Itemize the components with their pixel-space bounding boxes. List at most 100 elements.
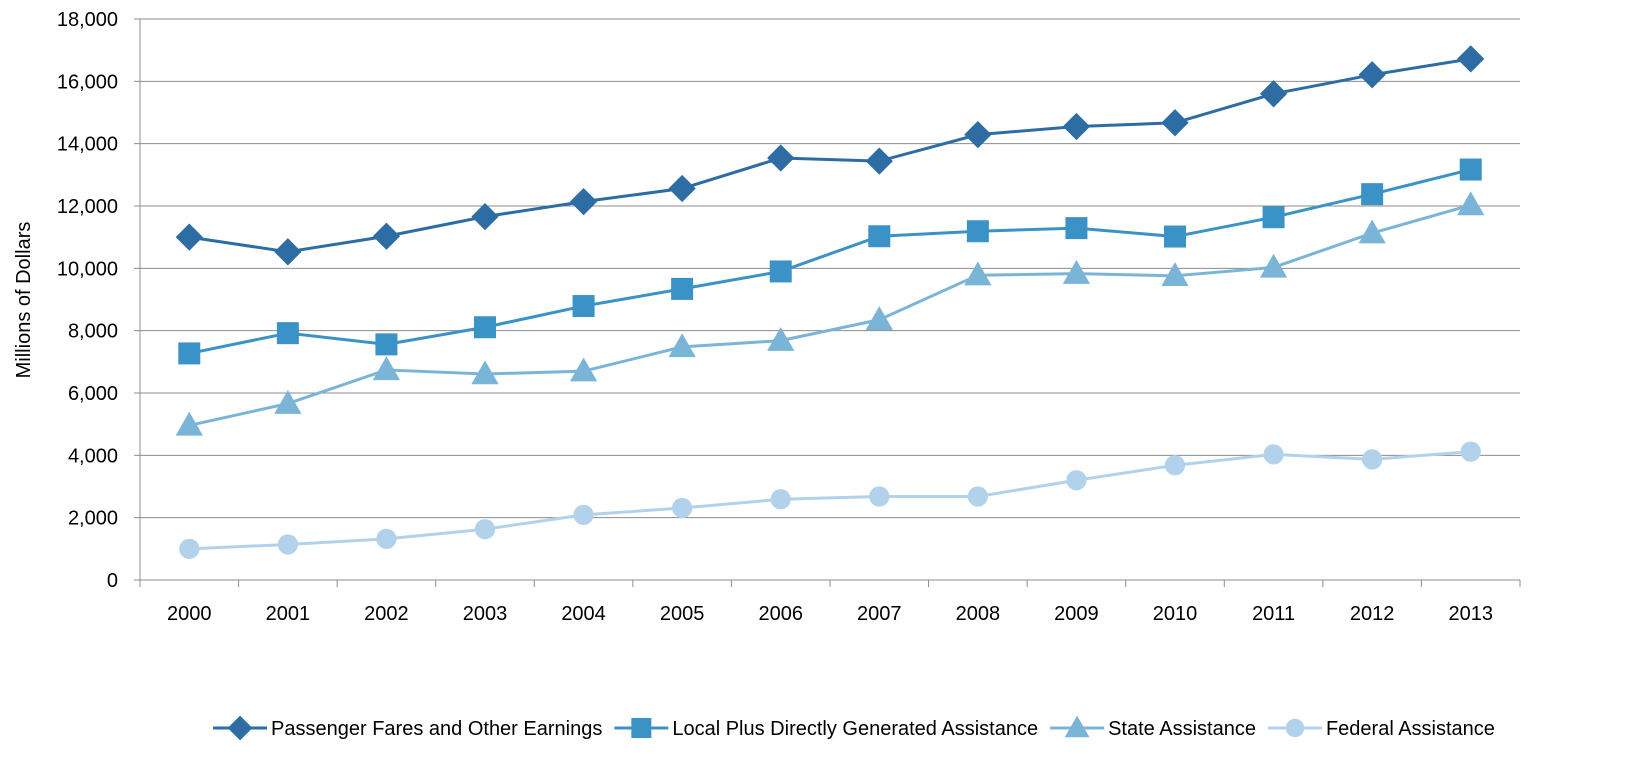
data-point xyxy=(569,357,598,382)
data-point xyxy=(1262,206,1285,229)
data-point xyxy=(767,327,795,351)
data-point xyxy=(672,497,693,519)
x-tick-label: 2007 xyxy=(857,603,902,625)
x-tick-label: 2002 xyxy=(364,603,409,625)
data-point xyxy=(471,202,499,231)
legend-label: Passenger Fares and Other Earnings xyxy=(271,718,602,740)
y-tick-label: 6,000 xyxy=(68,383,118,405)
data-point xyxy=(668,174,696,203)
data-point xyxy=(175,411,203,436)
data-point xyxy=(1259,253,1288,278)
data-point xyxy=(572,295,595,318)
x-tick-label: 2008 xyxy=(956,603,1001,625)
x-tick-label: 2000 xyxy=(167,603,212,625)
legend-label: Federal Assistance xyxy=(1326,718,1495,740)
legend-marker xyxy=(631,718,652,738)
series-4 xyxy=(179,441,1481,559)
y-tick-label: 2,000 xyxy=(68,508,118,530)
data-point xyxy=(474,316,496,339)
series-line xyxy=(188,168,1472,355)
data-point xyxy=(1062,112,1091,141)
series-group xyxy=(175,45,1485,559)
y-axis-title: Millions of Dollars xyxy=(13,222,35,379)
legend-item: Passenger Fares and Other Earnings xyxy=(213,715,602,741)
legend: Passenger Fares and Other Earnings Local … xyxy=(213,715,1495,741)
data-point xyxy=(376,528,397,549)
y-tick-label: 18,000 xyxy=(57,9,118,31)
legend-label: State Assistance xyxy=(1108,718,1256,740)
data-point xyxy=(671,277,694,300)
data-point xyxy=(375,333,398,356)
data-point xyxy=(865,147,893,175)
x-tick-label: 2013 xyxy=(1448,603,1493,625)
x-tick-label: 2006 xyxy=(758,603,803,625)
series-3 xyxy=(175,191,1485,436)
data-point xyxy=(1263,444,1284,465)
data-point xyxy=(372,356,401,381)
data-point xyxy=(1259,80,1288,108)
data-point xyxy=(175,223,203,251)
legend-label: Local Plus Directly Generated Assistance xyxy=(672,718,1038,740)
data-point xyxy=(1457,45,1485,73)
legend-item: Local Plus Directly Generated Assistance xyxy=(614,718,1038,740)
x-tick-label: 2009 xyxy=(1054,603,1099,625)
x-tick-label: 2011 xyxy=(1252,603,1295,625)
data-point xyxy=(274,389,302,414)
legend-item: Federal Assistance xyxy=(1267,718,1495,740)
y-tick-label: 8,000 xyxy=(68,321,118,343)
data-point xyxy=(1362,449,1383,470)
data-point xyxy=(770,489,791,510)
legend-item: State Assistance xyxy=(1050,715,1256,740)
data-point xyxy=(1459,158,1482,181)
data-point xyxy=(1066,470,1087,491)
data-point xyxy=(569,187,598,216)
data-point xyxy=(1164,455,1186,476)
x-tick-label: 2010 xyxy=(1153,603,1198,625)
x-tick-label: 2012 xyxy=(1350,603,1395,625)
data-point xyxy=(1361,183,1384,206)
x-tick-label: 2001 xyxy=(266,603,311,625)
data-point xyxy=(967,486,988,507)
data-point xyxy=(274,238,302,266)
x-tick-label: 2004 xyxy=(561,603,606,625)
gridlines xyxy=(140,18,1520,519)
y-tick-label: 14,000 xyxy=(57,134,118,156)
data-point xyxy=(1161,262,1189,287)
series-1 xyxy=(175,45,1485,266)
y-tick-label: 10,000 xyxy=(57,258,118,280)
data-point xyxy=(178,342,201,365)
legend-marker xyxy=(1285,718,1305,738)
data-point xyxy=(474,519,496,540)
data-point xyxy=(1358,61,1386,89)
data-point xyxy=(869,486,890,507)
data-point xyxy=(964,120,992,149)
data-point xyxy=(769,260,792,283)
data-point xyxy=(1161,109,1189,137)
x-tick-label: 2003 xyxy=(463,603,508,625)
data-point xyxy=(276,322,299,345)
data-point xyxy=(1457,191,1485,216)
series-2 xyxy=(178,158,1482,365)
data-point xyxy=(179,538,200,559)
data-point xyxy=(1358,219,1386,244)
data-point xyxy=(1065,217,1088,240)
legend-marker xyxy=(227,715,253,741)
data-point xyxy=(767,144,795,172)
y-tick-label: 0 xyxy=(107,570,118,592)
axes: 0 2,000 4,000 6,000 8,000 10,000 12,000 14,000 1… xyxy=(57,9,1521,625)
data-point xyxy=(1460,441,1481,462)
data-point xyxy=(868,225,891,248)
legend-marker xyxy=(1064,715,1090,738)
series-line xyxy=(189,57,1471,254)
data-point xyxy=(277,534,298,555)
data-point xyxy=(865,306,893,330)
y-tick-label: 12,000 xyxy=(57,196,118,218)
x-tick-label: 2005 xyxy=(660,603,705,625)
data-point xyxy=(1164,225,1186,248)
data-point xyxy=(372,222,401,250)
data-point xyxy=(573,504,594,525)
series-line xyxy=(189,450,1471,551)
data-point xyxy=(471,360,499,385)
y-tick-label: 16,000 xyxy=(57,71,118,93)
